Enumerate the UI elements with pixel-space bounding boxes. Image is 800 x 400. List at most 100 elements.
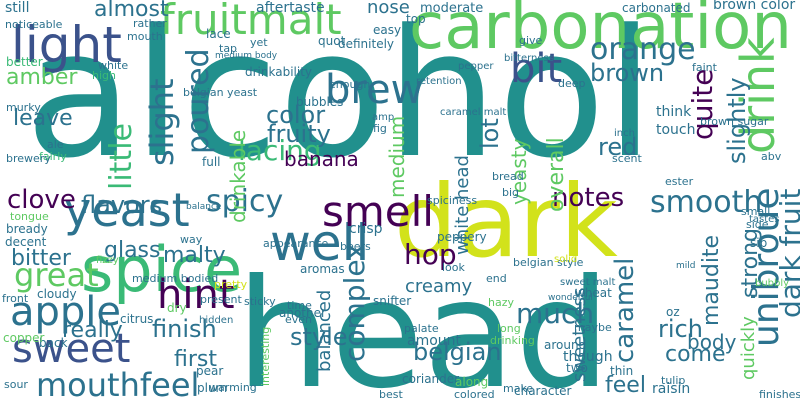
word-front: front [2, 292, 29, 305]
word-brown-sugar: brown sugar [700, 115, 769, 128]
word-interesting: interesting [259, 327, 272, 386]
word-strong: strong [738, 228, 763, 298]
word-dry: dry [167, 301, 187, 315]
word-really: really [62, 318, 123, 343]
word-leave: leave [13, 106, 73, 131]
word-solid: solid [554, 254, 577, 265]
word-end: end [486, 272, 507, 285]
word-feel: feel [605, 373, 646, 398]
word-best: best [379, 388, 403, 400]
word-color: color [266, 101, 325, 129]
word-slightly: slightly [723, 77, 751, 164]
word-red: red [598, 133, 637, 161]
word-lacing: lacing [238, 134, 322, 167]
word-pretty: pretty [214, 278, 248, 291]
word-quite: quite [686, 68, 719, 140]
word-flavors: flavors [81, 191, 162, 219]
word-drinkable: drinkable [226, 130, 250, 223]
word-plum: plum [197, 381, 227, 395]
word-tastes: tastes [749, 214, 780, 225]
word-bitter: bitter [11, 246, 72, 271]
word-spiciness: spiciness [427, 194, 477, 207]
word-crisp: crisp [349, 221, 383, 237]
word-bit: bit [510, 46, 562, 92]
word-murky: murky [6, 101, 41, 114]
word-apple: apple [10, 289, 121, 335]
word-fig: fig [373, 122, 387, 135]
word-wonderful: wonderful [548, 293, 593, 303]
word-inch: inch [614, 128, 635, 139]
word-thin: thin [610, 364, 633, 378]
word-side: side [746, 218, 769, 231]
word-body: body [687, 330, 737, 354]
word-rather: rather [133, 17, 167, 30]
word-light: light [11, 16, 122, 74]
word-amp: amp [372, 112, 394, 123]
word-belgian: belgian [413, 338, 502, 366]
word-present: present [200, 293, 243, 306]
word-hidden: hidden [199, 315, 233, 326]
word-almost: almost [94, 0, 169, 22]
word-aromas: aromas [300, 262, 345, 276]
word-along: along [455, 375, 488, 389]
word-full: full [202, 155, 221, 169]
word-amount: amount [407, 333, 462, 349]
word-high: high [92, 69, 116, 82]
word-drinking: drinking [490, 334, 535, 347]
word-beers: beers [340, 240, 371, 253]
word-dark-fruit: dark fruit [774, 189, 800, 318]
word-drink: drink [731, 37, 785, 154]
word-spice: spice [81, 233, 242, 306]
word-balanced: balanced [314, 290, 335, 372]
word-belgian-yeast: belgian yeast [183, 86, 258, 99]
word-appearance: appearance [263, 237, 328, 250]
word-bubbles: bubbles [296, 95, 343, 109]
word-oz: oz [666, 305, 680, 319]
word-touch: touch [656, 122, 696, 138]
word-sweetness: sweetness [569, 287, 590, 382]
word-bread: bread [492, 170, 524, 183]
word-dark: dark [394, 163, 618, 280]
word-amber: amber [6, 65, 78, 90]
word-fizzy: fizzy [96, 255, 119, 266]
word-come: come [665, 342, 726, 367]
word-great: great [14, 256, 99, 294]
word-tap: tap [219, 42, 237, 55]
word-medium-bodied: medium bodied [132, 272, 218, 285]
word-complex: complex [338, 243, 371, 362]
word-clove: clove [7, 185, 76, 215]
word-orange: orange [590, 32, 696, 67]
word-brown: brown [590, 59, 664, 87]
word-long: long [497, 322, 521, 335]
word-banana: banana [284, 147, 359, 171]
word-tongue: tongue [10, 210, 49, 223]
word-unibroue: unibroue [746, 188, 787, 348]
word-smooth: smooth [650, 185, 762, 220]
word-first: first [174, 347, 217, 372]
word-coriander: coriander [402, 372, 459, 386]
word-make: make [503, 382, 533, 395]
word-noticeable: noticeable [5, 18, 63, 31]
word-quot: quot [318, 34, 346, 48]
word-still: still [5, 0, 29, 16]
word-top: top [406, 12, 426, 26]
word-raisin: raisin [652, 381, 690, 397]
word-deep: deep [558, 77, 586, 90]
word-moderate: moderate [420, 1, 483, 16]
word-colored: colored [454, 388, 495, 400]
word-pepper: pepper [458, 61, 494, 72]
word-rich: rich [658, 315, 703, 343]
word-finish: finish [152, 315, 217, 343]
word-citrus: citrus [120, 312, 153, 326]
word-finishes: finishes [759, 388, 800, 400]
word-bubbly: bubbly [755, 278, 789, 289]
word-fairly: fairly [39, 150, 67, 163]
word-retention: retention [416, 76, 462, 87]
word-mouth: mouth [127, 30, 163, 43]
word-style: style [290, 323, 348, 351]
word-way: way [180, 233, 203, 246]
word-belgian-style: belgian style [513, 256, 584, 269]
word-hop: hop [404, 238, 457, 271]
